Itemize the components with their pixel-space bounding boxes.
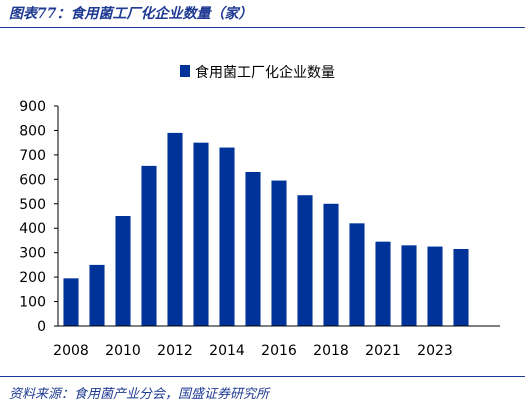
bar-2015 — [245, 172, 261, 326]
bar-2023 — [453, 249, 469, 326]
y-tick-label: 700 — [19, 148, 46, 164]
bar-2016 — [271, 180, 287, 326]
bar-2011 — [141, 165, 157, 326]
bar-2012 — [167, 132, 183, 326]
y-tick-label: 400 — [19, 221, 46, 237]
y-tick-label: 500 — [19, 197, 46, 213]
bar-chart: 食用菌工厂化企业数量 0100200300400500600700800900 … — [19, 64, 500, 359]
bar-2019 — [349, 223, 365, 326]
chart-legend: 食用菌工厂化企业数量 — [180, 64, 335, 81]
y-tick-label: 300 — [19, 246, 46, 262]
figure-title: 图表77：食用菌工厂化企业数量（家） — [9, 6, 253, 22]
bar-2013 — [193, 142, 209, 326]
bar-2009 — [89, 264, 105, 326]
y-tick-label: 200 — [19, 270, 46, 286]
title-divider — [0, 27, 525, 28]
x-tick-label: 2021 — [365, 343, 401, 359]
x-axis: 2008 2010 2012 2014 2016 2018 2021 2023 — [53, 325, 500, 359]
legend-label: 食用菌工厂化企业数量 — [195, 64, 335, 81]
source-divider — [0, 376, 525, 377]
bar-2021 — [401, 245, 417, 326]
x-tick-label: 2018 — [313, 343, 349, 359]
y-tick-label: 600 — [19, 172, 46, 188]
y-tick-label: 800 — [19, 123, 46, 139]
y-tick-label: 900 — [19, 99, 46, 115]
bar-2020 — [375, 241, 391, 326]
bar-2017 — [297, 195, 313, 326]
bar-2010 — [115, 216, 131, 326]
x-tick-label: 2023 — [417, 343, 453, 359]
legend-swatch — [180, 65, 190, 77]
x-tick-label: 2012 — [157, 343, 193, 359]
x-tick-label: 2010 — [105, 343, 141, 359]
bar-series — [63, 132, 469, 326]
x-tick-label: 2008 — [53, 343, 89, 359]
x-tick-label: 2014 — [209, 343, 245, 359]
y-tick-label: 0 — [37, 319, 46, 335]
x-tick-label: 2016 — [261, 343, 297, 359]
source-note: 资料来源：食用菌产业分会，国盛证券研究所 — [9, 387, 270, 402]
y-axis: 0 100 200 300 400 500 600 700 800 900 — [19, 99, 59, 335]
bar-2014 — [219, 147, 235, 326]
bar-2008 — [63, 278, 79, 326]
bar-2022 — [427, 246, 443, 326]
y-tick-label: 100 — [19, 295, 46, 311]
bar-2018 — [323, 203, 339, 326]
